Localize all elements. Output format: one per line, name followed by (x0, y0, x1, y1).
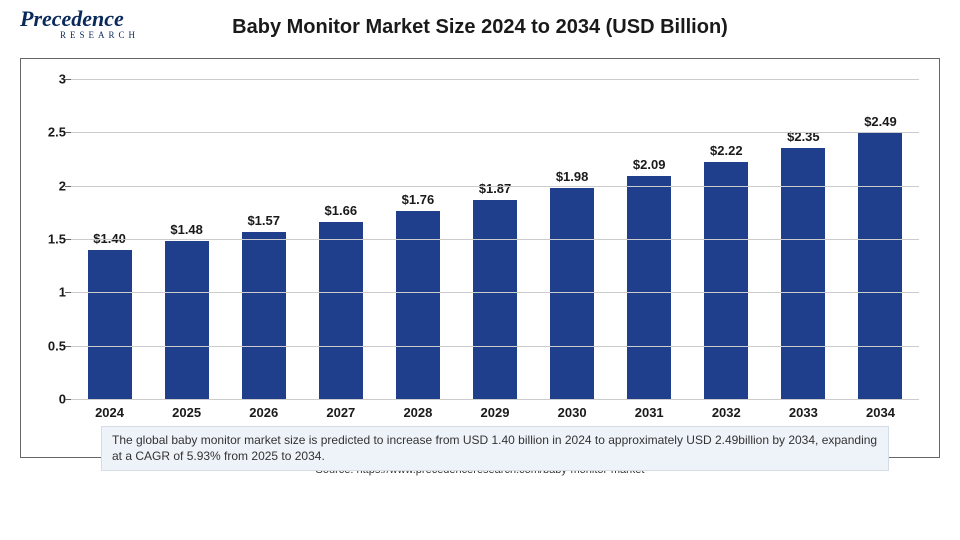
bar (88, 250, 132, 399)
bar-value-label: $1.87 (479, 181, 512, 196)
y-tick (65, 399, 71, 400)
y-tick (65, 239, 71, 240)
bar-value-label: $1.76 (402, 192, 435, 207)
bar (242, 232, 286, 399)
grid-line (71, 186, 919, 187)
bar (704, 162, 748, 399)
y-axis-label: 1.5 (36, 232, 66, 247)
y-tick (65, 132, 71, 133)
y-tick (65, 346, 71, 347)
chart-title: Baby Monitor Market Size 2024 to 2034 (U… (20, 8, 940, 39)
grid-line (71, 132, 919, 133)
x-axis-label: 2026 (225, 405, 302, 420)
bar (550, 188, 594, 399)
y-tick (65, 79, 71, 80)
x-axis-label: 2030 (534, 405, 611, 420)
grid-line (71, 399, 919, 400)
bar (473, 200, 517, 399)
grid-line (71, 239, 919, 240)
x-axis-labels: 2024202520262027202820292030203120322033… (71, 405, 919, 420)
bar-value-label: $1.66 (325, 203, 358, 218)
y-axis-label: 2 (36, 178, 66, 193)
y-axis-label: 0 (36, 392, 66, 407)
grid-line (71, 292, 919, 293)
x-axis-label: 2034 (842, 405, 919, 420)
x-axis-label: 2025 (148, 405, 225, 420)
x-axis-label: 2029 (456, 405, 533, 420)
y-axis-label: 1 (36, 285, 66, 300)
bar-value-label: $1.98 (556, 169, 589, 184)
bar-value-label: $2.49 (864, 114, 897, 129)
bar-value-label: $2.09 (633, 157, 666, 172)
y-axis-label: 3 (36, 72, 66, 87)
y-axis-label: 2.5 (36, 125, 66, 140)
x-axis-label: 2031 (611, 405, 688, 420)
logo-name: Precedence (20, 6, 124, 31)
chart-container: $1.40$1.48$1.57$1.66$1.76$1.87$1.98$2.09… (20, 58, 940, 458)
y-tick (65, 186, 71, 187)
bar (858, 133, 902, 399)
logo-tagline: RESEARCH (60, 30, 139, 40)
bar (319, 222, 363, 399)
caption-box: The global baby monitor market size is p… (101, 426, 889, 471)
y-axis-label: 0.5 (36, 338, 66, 353)
bar (627, 176, 671, 399)
logo: Precedence RESEARCH (20, 6, 139, 40)
x-axis-label: 2028 (379, 405, 456, 420)
grid-line (71, 79, 919, 80)
x-axis-label: 2033 (765, 405, 842, 420)
plot-area: $1.40$1.48$1.57$1.66$1.76$1.87$1.98$2.09… (71, 79, 919, 399)
x-axis-label: 2032 (688, 405, 765, 420)
bar-value-label: $2.22 (710, 143, 743, 158)
grid-line (71, 346, 919, 347)
bar-value-label: $1.48 (170, 222, 203, 237)
y-tick (65, 292, 71, 293)
bar-value-label: $1.57 (247, 213, 280, 228)
bar (165, 241, 209, 399)
header: Precedence RESEARCH Baby Monitor Market … (0, 0, 960, 50)
x-axis-label: 2027 (302, 405, 379, 420)
x-axis-label: 2024 (71, 405, 148, 420)
caption-text: The global baby monitor market size is p… (112, 433, 877, 463)
